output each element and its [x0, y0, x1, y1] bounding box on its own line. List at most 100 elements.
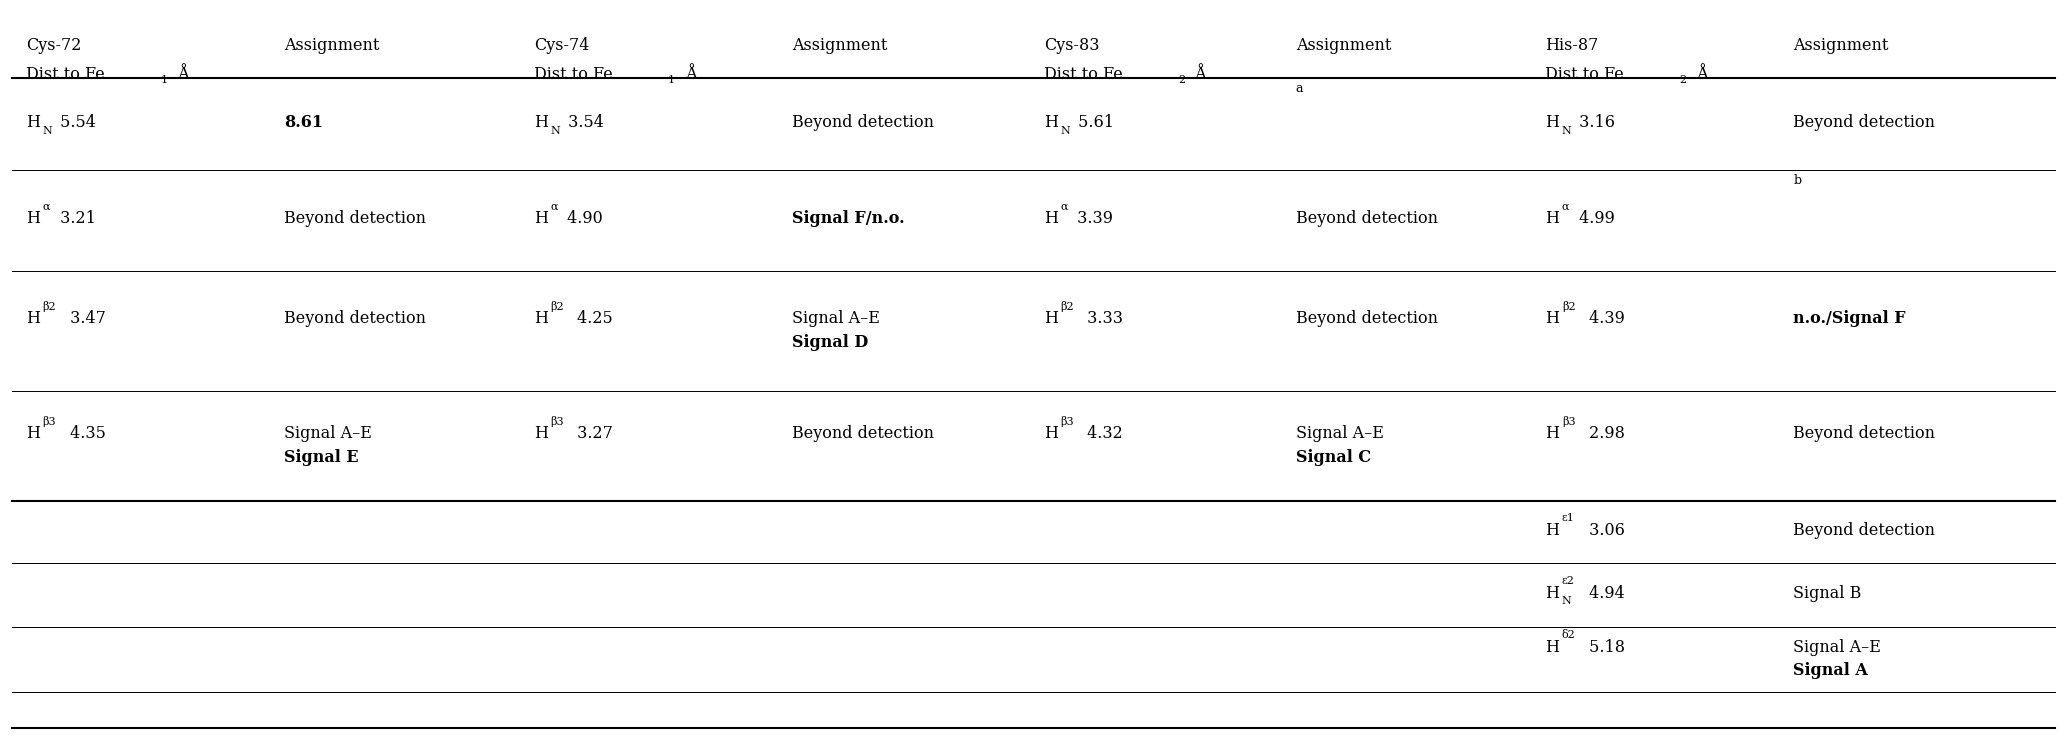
Text: 3.47: 3.47 — [64, 310, 105, 327]
Text: Å: Å — [680, 66, 697, 83]
Text: Signal A–E: Signal A–E — [1794, 639, 1881, 656]
Text: H: H — [27, 114, 39, 131]
Text: Å: Å — [174, 66, 190, 83]
Text: Cys-74: Cys-74 — [533, 37, 589, 54]
Text: α: α — [550, 201, 558, 212]
Text: Signal C: Signal C — [1296, 449, 1370, 466]
Text: α: α — [1563, 201, 1569, 212]
Text: N: N — [1563, 126, 1571, 136]
Text: 3.39: 3.39 — [1073, 210, 1114, 227]
Text: Beyond detection: Beyond detection — [283, 210, 426, 227]
Text: 3.21: 3.21 — [54, 210, 95, 227]
Text: a: a — [1296, 82, 1302, 95]
Text: Å: Å — [1693, 66, 1709, 83]
Text: n.o./Signal F: n.o./Signal F — [1794, 310, 1906, 327]
Text: Signal D: Signal D — [792, 334, 868, 351]
Text: Dist to Fe: Dist to Fe — [27, 66, 105, 83]
Text: 5.54: 5.54 — [56, 114, 95, 131]
Text: ε1: ε1 — [1563, 513, 1575, 523]
Text: Dist to Fe: Dist to Fe — [533, 66, 612, 83]
Text: β2: β2 — [43, 301, 56, 312]
Text: H: H — [1546, 114, 1559, 131]
Text: Beyond detection: Beyond detection — [1296, 310, 1439, 327]
Text: Beyond detection: Beyond detection — [1794, 425, 1935, 442]
Text: Signal A–E: Signal A–E — [792, 310, 881, 327]
Text: 5.61: 5.61 — [1073, 114, 1114, 131]
Text: Assignment: Assignment — [792, 37, 887, 54]
Text: 4.90: 4.90 — [562, 210, 604, 227]
Text: 2.98: 2.98 — [1583, 425, 1625, 442]
Text: 8.61: 8.61 — [283, 114, 322, 131]
Text: H: H — [1546, 584, 1559, 601]
Text: β3: β3 — [43, 416, 56, 427]
Text: 4.94: 4.94 — [1583, 584, 1625, 601]
Text: Beyond detection: Beyond detection — [1296, 210, 1439, 227]
Text: H: H — [1546, 425, 1559, 442]
Text: Signal B: Signal B — [1794, 584, 1862, 601]
Text: 4.39: 4.39 — [1583, 310, 1625, 327]
Text: β3: β3 — [1563, 416, 1575, 427]
Text: 5.18: 5.18 — [1583, 639, 1625, 656]
Text: Beyond detection: Beyond detection — [792, 425, 934, 442]
Text: 3.33: 3.33 — [1083, 310, 1122, 327]
Text: Beyond detection: Beyond detection — [1794, 522, 1935, 539]
Text: Assignment: Assignment — [1296, 37, 1391, 54]
Text: 4.25: 4.25 — [573, 310, 614, 327]
Text: H: H — [27, 210, 39, 227]
Text: 3.54: 3.54 — [562, 114, 604, 131]
Text: H: H — [1546, 522, 1559, 539]
Text: N: N — [1060, 126, 1071, 136]
Text: 2: 2 — [1680, 75, 1687, 85]
Text: Cys-72: Cys-72 — [27, 37, 81, 54]
Text: Signal A–E: Signal A–E — [1296, 425, 1383, 442]
Text: Dist to Fe: Dist to Fe — [1044, 66, 1122, 83]
Text: Dist to Fe: Dist to Fe — [1546, 66, 1625, 83]
Text: β2: β2 — [550, 301, 564, 312]
Text: δ2: δ2 — [1563, 630, 1575, 640]
Text: N: N — [1563, 596, 1571, 607]
Text: H: H — [1044, 210, 1058, 227]
Text: Beyond detection: Beyond detection — [283, 310, 426, 327]
Text: 4.35: 4.35 — [64, 425, 105, 442]
Text: H: H — [1044, 310, 1058, 327]
Text: β2: β2 — [1060, 301, 1075, 312]
Text: Signal A: Signal A — [1794, 662, 1869, 680]
Text: α: α — [43, 201, 50, 212]
Text: Assignment: Assignment — [1794, 37, 1889, 54]
Text: 4.32: 4.32 — [1083, 425, 1122, 442]
Text: 3.16: 3.16 — [1575, 114, 1614, 131]
Text: H: H — [533, 210, 548, 227]
Text: Beyond detection: Beyond detection — [792, 114, 934, 131]
Text: Assignment: Assignment — [283, 37, 380, 54]
Text: Signal F/n.o.: Signal F/n.o. — [792, 210, 905, 227]
Text: Signal A–E: Signal A–E — [283, 425, 372, 442]
Text: N: N — [550, 126, 560, 136]
Text: 3.06: 3.06 — [1583, 522, 1625, 539]
Text: β3: β3 — [550, 416, 564, 427]
Text: ε2: ε2 — [1563, 576, 1575, 586]
Text: H: H — [533, 425, 548, 442]
Text: H: H — [533, 114, 548, 131]
Text: H: H — [1546, 639, 1559, 656]
Text: N: N — [43, 126, 52, 136]
Text: 2: 2 — [1178, 75, 1184, 85]
Text: 1: 1 — [161, 75, 167, 85]
Text: 1: 1 — [668, 75, 676, 85]
Text: H: H — [1044, 114, 1058, 131]
Text: 3.27: 3.27 — [573, 425, 614, 442]
Text: Cys-83: Cys-83 — [1044, 37, 1100, 54]
Text: H: H — [1044, 425, 1058, 442]
Text: Å: Å — [1191, 66, 1207, 83]
Text: α: α — [1060, 201, 1069, 212]
Text: H: H — [1546, 210, 1559, 227]
Text: Signal E: Signal E — [283, 449, 360, 466]
Text: H: H — [533, 310, 548, 327]
Text: β3: β3 — [1060, 416, 1075, 427]
Text: b: b — [1794, 174, 1800, 187]
Text: 4.99: 4.99 — [1573, 210, 1614, 227]
Text: His-87: His-87 — [1546, 37, 1598, 54]
Text: H: H — [27, 425, 39, 442]
Text: Beyond detection: Beyond detection — [1794, 114, 1935, 131]
Text: H: H — [27, 310, 39, 327]
Text: H: H — [1546, 310, 1559, 327]
